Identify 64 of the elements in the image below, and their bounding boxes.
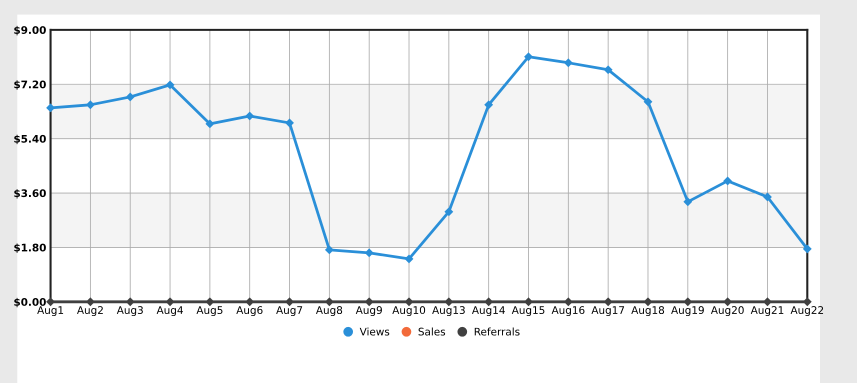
legend-label: Views <box>360 327 390 336</box>
x-tick-label: Aug13 <box>432 306 465 316</box>
point <box>524 298 533 306</box>
point <box>126 92 134 102</box>
x-tick-label: Aug15 <box>512 306 544 316</box>
point <box>484 100 493 109</box>
y-tick-label: $3.60 <box>14 189 46 199</box>
y-tick-label: $0.00 <box>14 298 46 308</box>
x-tick-label: Aug4 <box>156 306 183 316</box>
point <box>86 100 95 109</box>
point <box>763 192 772 202</box>
x-tick-label: Aug18 <box>631 306 664 316</box>
legend-label: Referrals <box>474 327 520 336</box>
point <box>684 298 692 306</box>
x-tick-label: Aug6 <box>236 306 263 316</box>
legend-label: Sales <box>418 327 446 336</box>
point <box>724 298 732 306</box>
point <box>484 298 493 306</box>
point <box>46 104 55 112</box>
point <box>285 118 294 128</box>
point <box>444 208 453 216</box>
x-tick-label: Aug2 <box>76 306 103 316</box>
point <box>524 52 533 61</box>
point <box>325 246 334 254</box>
point <box>444 298 453 306</box>
point <box>803 298 812 306</box>
x-tick-label: Aug21 <box>750 306 784 316</box>
x-tick-label: Aug22 <box>790 306 824 316</box>
point <box>803 244 812 254</box>
point <box>404 298 414 306</box>
point <box>246 298 254 306</box>
x-tick-label: Aug19 <box>671 306 704 316</box>
point <box>644 98 652 106</box>
point <box>604 298 612 306</box>
point <box>126 298 134 306</box>
point <box>564 298 572 306</box>
point <box>564 58 572 67</box>
x-tick-label: Aug20 <box>710 306 744 316</box>
point <box>404 254 414 264</box>
x-tick-label: Aug1 <box>37 306 64 316</box>
x-tick-label: Aug3 <box>116 306 143 316</box>
point <box>684 198 692 206</box>
y-tick-label: $7.20 <box>14 80 46 90</box>
point <box>365 298 374 306</box>
x-tick-label: Aug9 <box>356 306 382 316</box>
point <box>644 298 652 306</box>
y-tick-label: $1.80 <box>14 243 46 253</box>
point <box>325 298 334 306</box>
x-tick-label: Aug14 <box>472 306 505 316</box>
point <box>365 248 374 257</box>
point <box>46 298 55 306</box>
point <box>604 66 612 74</box>
x-tick-label: Aug10 <box>392 306 426 316</box>
y-tick-label: $9.00 <box>14 26 46 36</box>
point <box>724 176 732 186</box>
point <box>246 112 254 120</box>
point <box>166 80 174 89</box>
x-tick-label: Aug5 <box>196 306 222 316</box>
y-tick-label: $5.40 <box>14 134 46 144</box>
x-tick-label: Aug7 <box>276 306 302 316</box>
x-tick-label: Aug16 <box>552 306 584 316</box>
x-tick-label: Aug8 <box>316 306 342 316</box>
x-tick-label: Aug17 <box>591 306 624 316</box>
point <box>206 120 214 128</box>
